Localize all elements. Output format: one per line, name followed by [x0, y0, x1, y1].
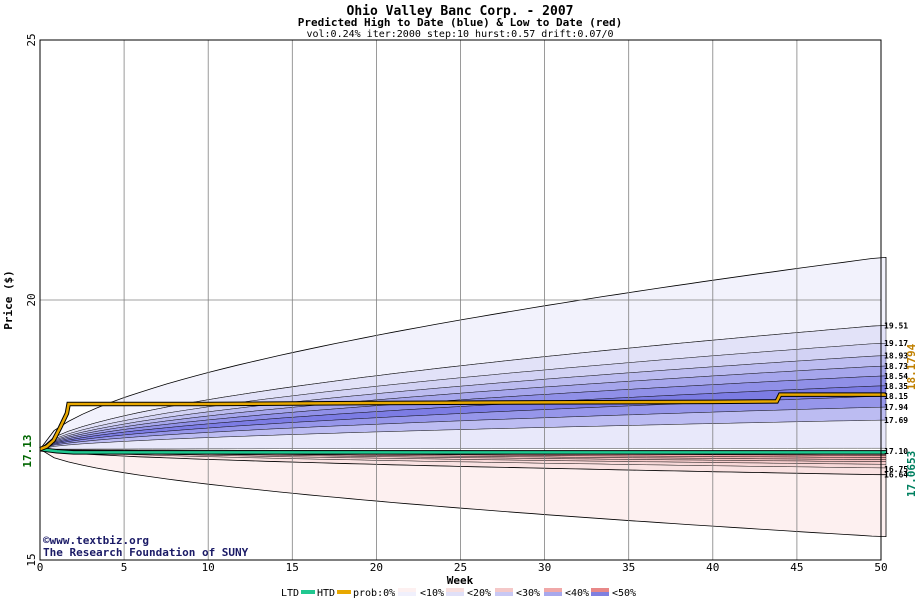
y-tick-15: 15	[25, 553, 38, 566]
x-tick-40: 40	[706, 561, 719, 574]
start-price-label: 17.13	[21, 434, 34, 467]
credit-line-1: ©www.textbiz.org	[43, 534, 149, 547]
y-tick-20: 20	[25, 293, 38, 306]
legend-blue-swatch-2	[495, 592, 513, 596]
high-end-label-0: 19.51	[884, 321, 908, 330]
high-end-label-6: 18.15	[884, 392, 908, 401]
x-tick-45: 45	[790, 561, 803, 574]
high-end-label-4: 18.54	[884, 372, 908, 381]
legend-red-swatch-3	[544, 588, 562, 592]
simulation-params: vol:0.24% iter:2000 step:10 hurst:0.57 d…	[306, 29, 613, 40]
legend-lt30-label: <30%	[516, 588, 540, 599]
x-tick-10: 10	[202, 561, 215, 574]
x-tick-5: 5	[121, 561, 128, 574]
low-end-label-2: 16.64	[884, 471, 908, 480]
actual-lines	[39, 392, 886, 455]
ltd-last-label: 17.0653	[905, 451, 918, 497]
high-band-9	[39, 419, 887, 450]
x-tick-30: 30	[538, 561, 551, 574]
htd-actual-line	[39, 393, 886, 451]
high-end-label-7: 17.94	[884, 403, 908, 412]
legend-swatches	[398, 588, 609, 596]
legend-red-swatch-2	[495, 588, 513, 592]
ltd-actual-line	[39, 447, 886, 454]
htd-last-label: 18.1794	[905, 343, 918, 390]
credit-line-2: The Research Foundation of SUNY	[43, 546, 249, 559]
legend-ltd-label: LTD	[281, 588, 299, 599]
x-tick-0: 0	[37, 561, 44, 574]
low-band-8	[39, 448, 887, 538]
plot-frame	[39, 39, 882, 561]
legend-lt40-label: <40%	[565, 588, 589, 599]
axis-ticks: 0 5 10 15 20 25 30 35 40 45 50 15 20 25	[25, 33, 888, 574]
legend-blue-swatch-0	[398, 592, 416, 596]
probability-bands	[39, 256, 887, 538]
legend-red-swatch-4	[591, 588, 609, 592]
legend: LTD HTD prob:0% <10% <20% <30% <40% <50%	[281, 588, 636, 599]
y-tick-25: 25	[25, 33, 38, 46]
chart-title: Ohio Valley Banc Corp. - 2007	[347, 4, 574, 19]
legend-red-swatch-0	[398, 588, 416, 592]
x-tick-20: 20	[370, 561, 383, 574]
high-end-label-8: 17.69	[884, 416, 908, 425]
legend-red-swatch-1	[446, 588, 464, 592]
grid-lines	[40, 40, 881, 560]
x-tick-50: 50	[874, 561, 887, 574]
low-end-label-0: 17.10	[884, 447, 908, 456]
legend-htd-swatch	[337, 590, 351, 594]
legend-ltd-swatch	[301, 590, 315, 594]
legend-htd-label: HTD	[317, 588, 335, 599]
legend-lt20-label: <20%	[467, 588, 491, 599]
x-axis-label: Week	[447, 574, 474, 587]
chart-subtitle: Predicted High to Date (blue) & Low to D…	[298, 16, 623, 29]
high-end-label-2: 18.93	[884, 352, 908, 361]
y-axis-label: Price ($)	[2, 270, 15, 330]
legend-blue-swatch-4	[591, 592, 609, 596]
x-tick-35: 35	[622, 561, 635, 574]
high-end-label-1: 19.17	[884, 339, 908, 348]
x-tick-15: 15	[286, 561, 299, 574]
legend-lt10-label: <10%	[420, 588, 444, 599]
legend-prob0-label: prob:0%	[353, 588, 395, 599]
legend-blue-swatch-1	[446, 592, 464, 596]
low-end-label-1: 16.75	[884, 465, 908, 474]
legend-blue-swatch-3	[544, 592, 562, 596]
x-tick-25: 25	[454, 561, 467, 574]
legend-lt50-label: <50%	[612, 588, 636, 599]
high-end-label-3: 18.73	[884, 362, 908, 371]
high-end-label-5: 18.35	[884, 382, 908, 391]
